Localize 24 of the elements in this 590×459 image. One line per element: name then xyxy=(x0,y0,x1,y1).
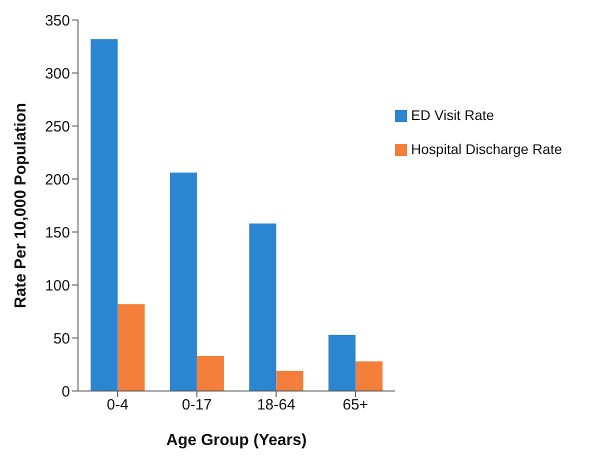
bar xyxy=(170,172,197,391)
y-tick-label: 250 xyxy=(44,118,70,136)
bar xyxy=(118,304,145,391)
y-tick-label: 350 xyxy=(44,12,70,30)
bar xyxy=(90,39,118,391)
x-axis-title: Age Group (Years) xyxy=(166,432,307,449)
x-tick-label: 18-64 xyxy=(256,396,296,414)
y-tick-label: 0 xyxy=(62,383,70,400)
bar xyxy=(196,356,224,391)
y-tick-label: 200 xyxy=(44,171,70,188)
bar xyxy=(249,224,276,391)
x-tick-label: 0-4 xyxy=(106,396,128,414)
y-tick-label: 300 xyxy=(44,65,70,82)
bar xyxy=(355,361,382,391)
legend-label: ED Visit Rate xyxy=(411,107,494,123)
y-axis-title: Rate Per 10,000 Population xyxy=(12,102,30,308)
y-tick-label: 150 xyxy=(44,224,70,242)
bar xyxy=(276,370,304,391)
x-tick-label: 0-17 xyxy=(182,396,212,414)
bar xyxy=(328,334,356,391)
y-tick-label: 100 xyxy=(44,277,70,294)
x-tick-label: 65+ xyxy=(342,396,368,414)
y-tick-label: 50 xyxy=(53,330,70,348)
legend-label: Hospital Discharge Rate xyxy=(411,141,562,157)
